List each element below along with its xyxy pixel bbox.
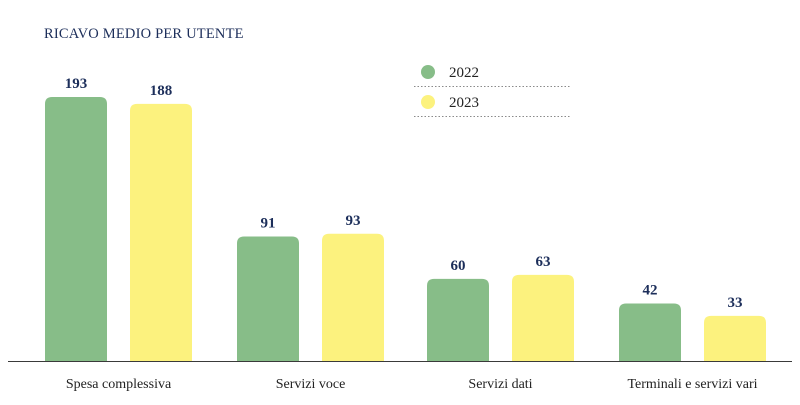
category-label-servizi-dati: Servizi dati	[468, 377, 532, 392]
value-label-terminali-e-servizi-vari-2022: 42	[643, 283, 658, 299]
bar-spesa-complessiva-2022	[45, 97, 107, 361]
bar-terminali-e-servizi-vari-2023	[704, 315, 766, 361]
category-label-terminali-e-servizi-vari: Terminali e servizi vari	[627, 377, 757, 392]
bar-spesa-complessiva-2023	[130, 103, 192, 361]
bar-terminali-e-servizi-vari-2022	[619, 303, 681, 361]
category-label-spesa-complessiva: Spesa complessiva	[66, 377, 172, 392]
bar-servizi-voce-2022	[237, 236, 299, 361]
value-label-terminali-e-servizi-vari-2023: 33	[728, 295, 743, 311]
value-label-servizi-dati-2022: 60	[451, 258, 466, 274]
value-label-servizi-voce-2022: 91	[261, 216, 276, 232]
bar-servizi-voce-2023	[322, 233, 384, 361]
bar-servizi-dati-2022	[427, 278, 489, 361]
legend-label-2023: 2023	[449, 95, 479, 111]
value-label-spesa-complessiva-2023: 188	[150, 83, 173, 99]
category-label-servizi-voce: Servizi voce	[276, 377, 346, 392]
legend-swatch-2022	[421, 65, 435, 79]
value-label-servizi-voce-2023: 93	[346, 213, 361, 229]
value-label-spesa-complessiva-2022: 193	[65, 76, 88, 92]
chart-title: RICAVO MEDIO PER UTENTE	[44, 26, 244, 42]
legend-swatch-2023	[421, 95, 435, 109]
bar-servizi-dati-2023	[512, 274, 574, 361]
value-label-servizi-dati-2023: 63	[536, 254, 551, 270]
legend-label-2022: 2022	[449, 65, 479, 81]
